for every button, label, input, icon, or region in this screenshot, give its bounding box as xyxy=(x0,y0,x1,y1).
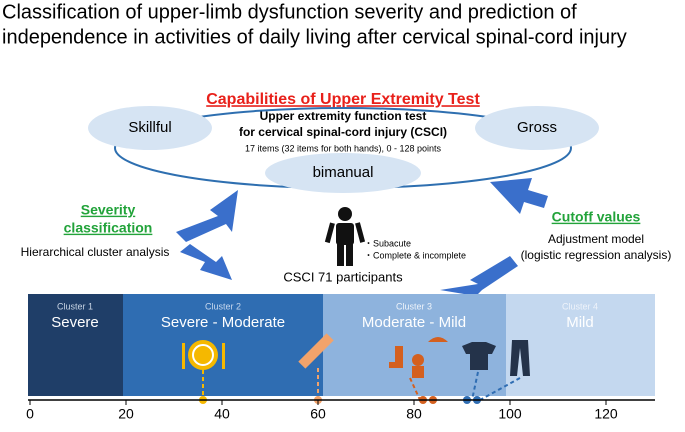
cluster-box xyxy=(506,294,655,396)
bimanual-label: bimanual xyxy=(313,164,374,181)
arrows xyxy=(176,178,548,296)
participant-note: ・Complete & incomplete xyxy=(364,250,466,260)
cluster-name: Mild xyxy=(566,314,594,331)
tick-label: 80 xyxy=(406,406,422,422)
left-method: Hierarchical cluster analysis xyxy=(21,245,170,259)
right-method: (logistic regression analysis) xyxy=(521,248,672,262)
tick-label: 100 xyxy=(498,406,522,422)
cluster-id: Cluster 2 xyxy=(205,301,241,311)
test-items: 17 items (32 items for both hands), 0 - … xyxy=(245,143,442,153)
right-method: Adjustment model xyxy=(548,232,644,246)
cluster-box xyxy=(28,294,123,396)
tick-label: 0 xyxy=(26,406,34,422)
test-description: Upper extremity function test xyxy=(260,109,427,123)
arrow xyxy=(490,178,548,214)
title-line: Classification of upper-limb dysfunction… xyxy=(2,1,577,23)
skillful-label: Skillful xyxy=(128,119,171,136)
icons xyxy=(182,333,530,404)
tick-label: 120 xyxy=(594,406,618,422)
left-heading: Severity xyxy=(81,202,136,218)
cluster-id: Cluster 4 xyxy=(562,301,598,311)
test-name: Capabilities of Upper Extremity Test xyxy=(206,91,480,108)
arrow xyxy=(180,244,232,280)
cluster-name: Moderate - Mild xyxy=(362,314,466,331)
title-line: independence in activities of daily livi… xyxy=(2,26,627,48)
arrow xyxy=(440,256,518,296)
gross-label: Gross xyxy=(517,119,557,136)
tick-label: 40 xyxy=(214,406,230,422)
person-icon xyxy=(324,207,366,266)
right-heading: Cutoff values xyxy=(552,209,641,225)
left-heading: classification xyxy=(64,220,153,236)
tick-label: 20 xyxy=(118,406,134,422)
skillful-ellipse xyxy=(88,106,212,150)
gross-ellipse xyxy=(475,106,599,150)
participant-note: ・Subacute xyxy=(364,238,411,248)
cluster-name: Severe - Moderate xyxy=(161,314,285,331)
arrow xyxy=(176,190,238,242)
bimanual-ellipse xyxy=(265,153,421,193)
tick-label: 60 xyxy=(310,406,326,422)
cluster-name: Severe xyxy=(51,314,99,331)
cluster-id: Cluster 1 xyxy=(57,301,93,311)
test-description: for cervical spinal-cord injury (CSCI) xyxy=(239,125,447,139)
cluster-id: Cluster 3 xyxy=(396,301,432,311)
participants-label: CSCI 71 participants xyxy=(283,269,403,284)
